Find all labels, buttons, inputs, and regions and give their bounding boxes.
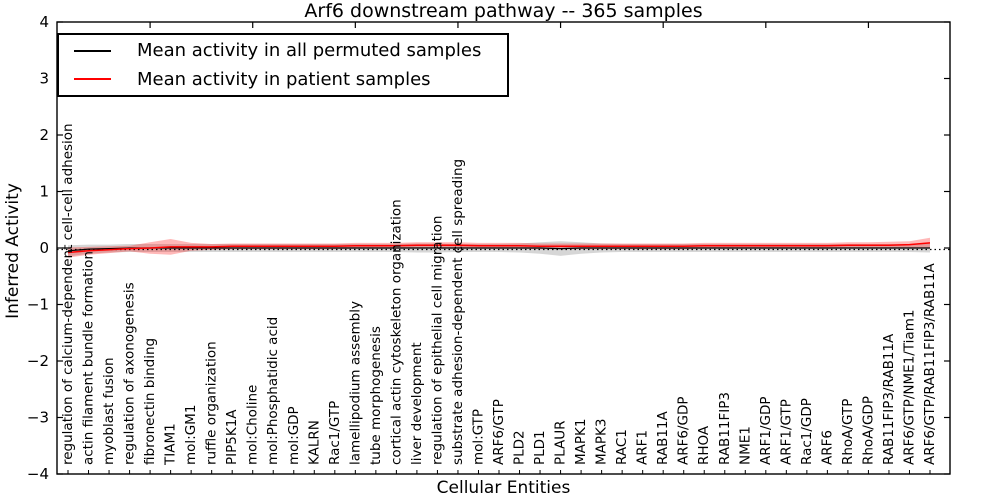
x-tick-label: PIP5K1A	[224, 409, 240, 465]
y-axis-title: Inferred Activity	[3, 183, 23, 319]
x-tick-label: NME1	[737, 426, 753, 465]
x-tick-label: actin filament bundle formation	[81, 251, 97, 465]
x-tick-label: RhoA/GDP	[860, 396, 876, 465]
x-tick-label: ARF1	[635, 430, 651, 465]
x-tick-label: substrate adhesion-dependent cell spread…	[450, 159, 466, 465]
x-tick-label: KALRN	[306, 420, 322, 465]
x-tick-label: regulation of epithelial cell migration	[429, 216, 445, 465]
legend: Mean activity in all permuted samples Me…	[57, 33, 509, 97]
x-tick-label: RAB11FIP3	[717, 392, 733, 465]
x-tick-label: mol:GM1	[183, 405, 199, 465]
x-tick-label: mol:Choline	[245, 385, 261, 465]
y-tick-label: 1	[39, 183, 49, 201]
y-tick-label: 3	[39, 70, 49, 88]
x-tick-label: mol:GTP	[470, 409, 486, 465]
x-tick-label: mol:GDP	[286, 406, 302, 465]
permuted-line	[67, 247, 930, 252]
x-tick-label: regulation of axonogenesis	[122, 282, 138, 465]
y-tick-label: 0	[39, 239, 49, 257]
y-tick-label: −3	[27, 409, 49, 427]
x-tick-label: ARF6/GDP	[676, 396, 692, 465]
y-tick-label: 2	[39, 126, 49, 144]
x-tick-label: ARF1/GDP	[758, 396, 774, 465]
legend-item-permuted: Mean activity in all permuted samples	[59, 38, 507, 64]
x-axis-title: Cellular Entities	[436, 478, 571, 498]
legend-label-patient: Mean activity in patient samples	[137, 68, 431, 90]
x-tick-label: ARF6/GTP/NME1/Tiam1	[901, 310, 917, 465]
x-tick-label: ARF6	[819, 430, 835, 465]
x-tick-label: ARF6/GTP/RAB11FIP3/RAB11A	[922, 263, 938, 465]
x-tick-label: Rac1/GDP	[799, 398, 815, 465]
x-tick-label: myoblast fusion	[101, 357, 117, 465]
x-tick-label: RhoA/GTP	[840, 399, 856, 465]
x-tick-label: TIAM1	[163, 423, 179, 466]
x-tick-label: RAC1	[614, 429, 630, 465]
y-tick-label: −2	[27, 352, 49, 370]
y-tick-label: −4	[27, 465, 49, 483]
x-tick-label: Rac1/GTP	[327, 401, 343, 465]
x-tick-label: ruffle organization	[204, 341, 220, 465]
x-tick-label: fibronectin binding	[142, 338, 158, 465]
x-tick-label: mol:Phosphatidic acid	[265, 317, 281, 465]
patient-line-swatch	[74, 78, 111, 81]
x-tick-label: RHOA	[696, 425, 712, 465]
x-tick-label: PLD2	[512, 430, 528, 465]
x-tick-label: ARF1/GTP	[778, 399, 794, 465]
x-tick-label: RAB11A	[655, 410, 671, 465]
x-tick-label: PLAUR	[553, 421, 569, 465]
x-tick-label: regulation of calcium-dependent cell-cel…	[60, 123, 76, 465]
x-tick-label: MAPK3	[594, 419, 610, 465]
x-tick-label: ARF6/GTP	[491, 399, 507, 465]
x-tick-label: PLD1	[532, 430, 548, 465]
y-tick-label: −1	[27, 296, 49, 314]
x-tick-label: lamellipodium assembly	[347, 301, 363, 465]
y-tick-label: 4	[39, 13, 49, 31]
legend-item-patient: Mean activity in patient samples	[59, 66, 507, 92]
permuted-line-swatch	[74, 49, 111, 52]
patient-line	[67, 242, 931, 254]
legend-label-permuted: Mean activity in all permuted samples	[137, 40, 482, 62]
x-tick-label: RAB11FIP3/RAB11A	[881, 333, 897, 465]
x-tick-label: MAPK1	[573, 419, 589, 465]
chart-title: Arf6 downstream pathway -- 365 samples	[304, 0, 703, 22]
x-tick-label: cortical actin cytoskeleton organization	[388, 199, 404, 465]
x-tick-label: tube morphogenesis	[368, 326, 384, 465]
x-tick-label: liver development	[409, 342, 425, 465]
